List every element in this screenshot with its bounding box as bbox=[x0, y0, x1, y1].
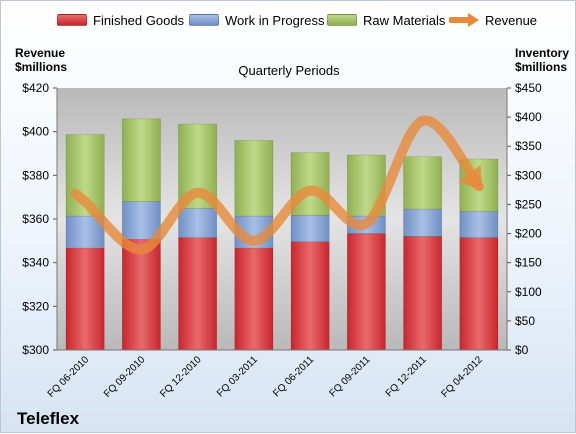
right-axis-tick-label: $100 bbox=[515, 285, 542, 299]
x-axis-tick-label: FQ 09-2011 bbox=[328, 354, 373, 399]
x-axis-tick-label: FQ 12-2010 bbox=[158, 354, 204, 400]
right-axis-tick-label: $300 bbox=[515, 168, 542, 182]
x-axis-tick-label: FQ 03-2011 bbox=[215, 354, 260, 399]
right-axis-tick-label: $400 bbox=[515, 110, 542, 124]
x-axis-tick-label: FQ 12-2011 bbox=[384, 354, 429, 399]
left-axis-tick-label: $380 bbox=[22, 168, 49, 182]
right-axis-tick-label: $250 bbox=[515, 197, 542, 211]
bar-raw-materials bbox=[404, 157, 442, 209]
x-axis-tick-label: FQ 09-2010 bbox=[102, 354, 148, 400]
bar-work-in-progress bbox=[291, 216, 329, 242]
left-axis-tick-label: $300 bbox=[22, 343, 49, 357]
bar-raw-materials bbox=[235, 140, 273, 216]
bar-work-in-progress bbox=[404, 209, 442, 236]
company-name: Teleflex bbox=[17, 409, 79, 429]
right-axis-tick-label: $50 bbox=[515, 314, 535, 328]
left-axis-tick-label: $320 bbox=[22, 299, 49, 313]
bar-finished-goods bbox=[291, 242, 329, 350]
bar-finished-goods bbox=[179, 238, 217, 350]
bar-finished-goods bbox=[404, 236, 442, 350]
bar-raw-materials bbox=[122, 119, 160, 202]
x-axis-tick-label: FQ 06-2011 bbox=[271, 354, 316, 399]
right-axis-tick-label: $450 bbox=[515, 81, 542, 95]
right-axis-tick-label: $200 bbox=[515, 227, 542, 241]
left-axis-tick-label: $420 bbox=[22, 81, 49, 95]
right-axis-tick-label: $350 bbox=[515, 139, 542, 153]
x-axis-tick-label: FQ 04-2012 bbox=[439, 354, 485, 400]
bar-finished-goods bbox=[66, 248, 104, 350]
bar-finished-goods bbox=[347, 234, 385, 350]
left-axis-tick-label: $360 bbox=[22, 212, 49, 226]
right-axis-tick-label: $150 bbox=[515, 256, 542, 270]
left-axis-tick-label: $400 bbox=[22, 125, 49, 139]
bar-work-in-progress bbox=[460, 211, 498, 237]
bar-finished-goods bbox=[460, 238, 498, 350]
left-axis-tick-label: $340 bbox=[22, 256, 49, 270]
bar-finished-goods bbox=[235, 248, 273, 350]
bar-finished-goods bbox=[122, 239, 160, 350]
x-axis-tick-label: FQ 06-2010 bbox=[46, 354, 92, 400]
right-axis-tick-label: $0 bbox=[515, 343, 529, 357]
bar-work-in-progress bbox=[179, 209, 217, 238]
